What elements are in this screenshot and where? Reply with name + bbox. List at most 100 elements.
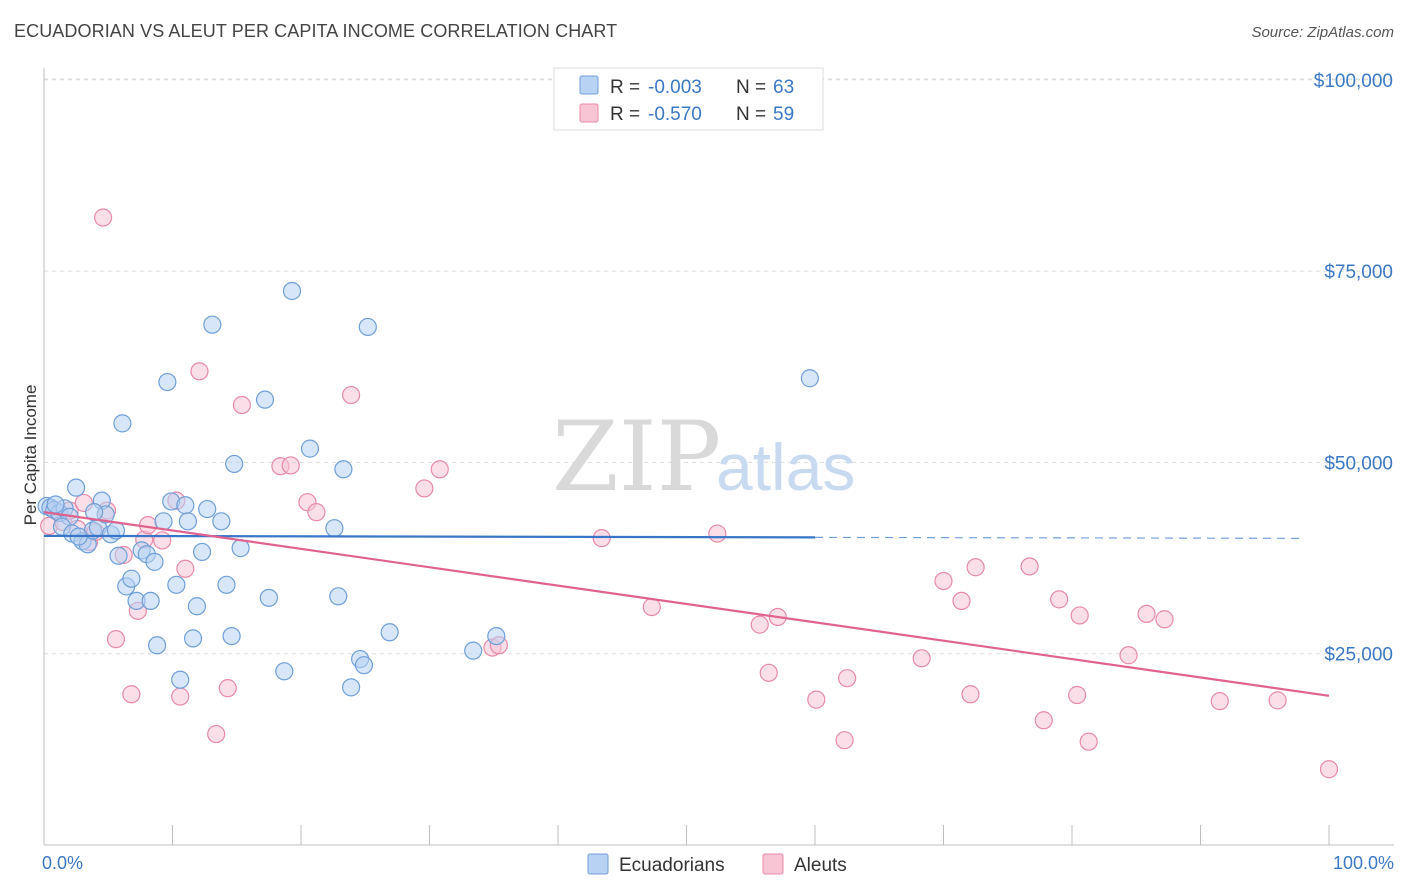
ecuadorian-point-25 — [145, 552, 164, 571]
trend-lines — [43, 511, 1330, 697]
aleut-point-40 — [835, 731, 854, 750]
y-tick-label-0: $25,000 — [1324, 645, 1393, 666]
legend-r-label-1: R = — [610, 77, 640, 98]
aleut-point-43 — [934, 571, 953, 591]
trend-line-ecuadorians — [43, 534, 816, 539]
aleut-point-37 — [759, 663, 778, 682]
aleut-point-50 — [1068, 685, 1087, 705]
chart-title: ECUADORIAN VS ALEUT PER CAPITA INCOME CO… — [14, 21, 618, 41]
ecuadorian-point-45 — [259, 588, 278, 607]
aleut-point-53 — [1137, 604, 1156, 624]
grid-lines — [44, 78, 1394, 655]
series-legend-label-ecuadorians: Ecuadorians — [619, 855, 725, 876]
ecuadorian-point-6 — [67, 478, 86, 497]
series-legend-swatch-aleuts — [762, 853, 784, 875]
aleut-point-51 — [1079, 732, 1098, 751]
ecuadorian-point-40 — [217, 575, 236, 594]
legend-swatch-ecuadorians — [579, 75, 599, 95]
ecuadorian-point-44 — [255, 390, 275, 409]
watermark-atlas: atlas — [716, 430, 855, 504]
aleut-point-54 — [1155, 610, 1174, 629]
ecuadorian-point-47 — [282, 281, 302, 301]
legend-n-value-1: 63 — [773, 77, 794, 98]
aleut-point-20 — [190, 362, 209, 381]
ecuadorian-point-32 — [176, 496, 195, 515]
tick-labels: $25,000 $50,000 $75,000 $100,000 0.0% 100.0% — [42, 71, 1394, 873]
aleut-point-47 — [1020, 557, 1039, 576]
trend-line-aleuts — [43, 511, 1330, 697]
aleut-point-29 — [415, 479, 434, 498]
axes — [43, 68, 1394, 846]
ecuadorian-point-30 — [167, 575, 186, 594]
ecuadorian-point-33 — [178, 512, 198, 531]
series-legend-label-aleuts: Aleuts — [794, 855, 847, 876]
aleut-point-44 — [952, 591, 971, 611]
watermark: ZIP atlas — [552, 401, 855, 513]
aleut-point-12 — [122, 685, 141, 704]
legend-r-label-2: R = — [610, 104, 640, 125]
legend-r-value-2: -0.570 — [648, 104, 702, 125]
legend-n-label-2: N = — [736, 104, 766, 125]
ecuadorian-point-35 — [187, 597, 207, 616]
trend-line-ecuadorians-extension — [814, 536, 1304, 539]
aleut-point-25 — [281, 456, 300, 475]
aleut-point-55 — [1210, 692, 1229, 711]
aleut-point-35 — [708, 524, 727, 543]
aleut-point-57 — [1319, 760, 1339, 779]
aleut-point-52 — [1119, 646, 1138, 665]
aleut-point-58 — [1070, 606, 1089, 625]
aleut-point-19 — [176, 559, 195, 578]
legend-swatch-aleuts — [579, 103, 599, 123]
ecuadorian-point-48 — [300, 439, 320, 458]
series-legend: Ecuadorians Aleuts — [587, 853, 847, 876]
ecuadorian-point-54 — [354, 656, 374, 675]
aleut-point-46 — [966, 558, 985, 577]
aleut-point-8 — [94, 208, 113, 227]
ecuadorian-point-51 — [334, 460, 353, 479]
aleut-point-42 — [912, 649, 931, 668]
aleut-point-33 — [592, 529, 611, 548]
ecuadorian-point-28 — [158, 372, 177, 392]
aleut-point-56 — [1268, 691, 1287, 710]
ecuadorian-point-17 — [109, 546, 128, 565]
aleut-point-16 — [153, 531, 172, 550]
legend-r-value-1: -0.003 — [648, 77, 702, 98]
ecuadorian-point-50 — [329, 587, 348, 606]
aleut-point-39 — [807, 690, 826, 709]
stats-legend: R = -0.003 N = 63 R = -0.570 N = 59 — [553, 67, 824, 131]
aleut-point-36 — [750, 615, 769, 634]
ecuadorian-point-52 — [342, 678, 361, 697]
ecuadorian-point-49 — [325, 519, 344, 538]
aleut-point-27 — [307, 503, 326, 522]
x-tick-label-0: 0.0% — [42, 853, 83, 873]
aleut-point-10 — [106, 630, 126, 649]
ecuadorian-point-56 — [380, 623, 399, 642]
aleut-point-21 — [207, 724, 226, 744]
aleut-point-23 — [232, 395, 251, 415]
ecuadorian-point-31 — [171, 670, 190, 689]
ecuadorian-point-20 — [122, 569, 141, 588]
ecuadorian-point-59 — [800, 369, 819, 388]
y-axis-label: Per Capita Income — [21, 385, 40, 526]
legend-n-label-1: N = — [736, 77, 766, 98]
chart-source: Source: ZipAtlas.com — [1251, 24, 1394, 41]
y-tick-label-3: $100,000 — [1314, 71, 1393, 92]
y-tick-label-2: $75,000 — [1324, 262, 1393, 283]
aleut-point-30 — [430, 460, 449, 479]
data-points — [37, 208, 1339, 779]
aleut-point-49 — [1050, 590, 1069, 609]
ecuadorian-point-39 — [212, 512, 231, 531]
stats-legend-box — [553, 67, 824, 131]
aleut-point-22 — [218, 679, 237, 698]
ecuadorian-point-62 — [85, 503, 104, 522]
x-tick-label-1: 100.0% — [1333, 853, 1394, 873]
series-legend-swatch-ecuadorians — [587, 853, 609, 875]
ecuadorian-point-34 — [183, 629, 203, 648]
legend-n-value-2: 59 — [773, 104, 794, 125]
ecuadorian-point-46 — [275, 662, 294, 681]
ecuadorian-point-18 — [113, 414, 132, 433]
aleut-point-48 — [1034, 711, 1053, 730]
ecuadorian-point-55 — [358, 317, 377, 337]
